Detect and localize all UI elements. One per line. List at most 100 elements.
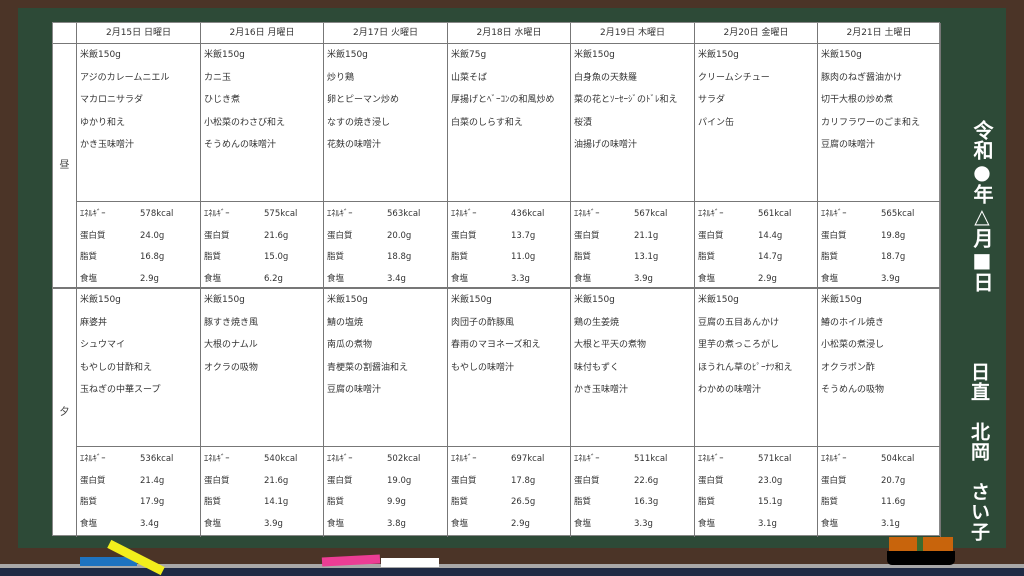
menu-item: 白菜のしらす和え xyxy=(451,117,523,128)
nutrient-value: 3.1g xyxy=(758,518,777,529)
menu-item: 桜漬 xyxy=(574,117,593,128)
date-text: 令和●年△月■日 xyxy=(970,120,994,292)
nutrient-label: 脂質 xyxy=(204,497,222,507)
nutrition-row: ｴﾈﾙｷﾞｰ 561kcal xyxy=(698,204,814,226)
nutrient-value: 16.3g xyxy=(634,497,659,507)
menu-item: かき玉味噌汁 xyxy=(574,385,629,395)
nutrition-row: 蛋白質 22.6g xyxy=(574,471,691,493)
nutrient-label: 蛋白質 xyxy=(821,230,847,241)
nutrient-label: ｴﾈﾙｷﾞｰ xyxy=(80,209,106,219)
nutrition-row: 脂質 16.3g xyxy=(574,492,691,514)
white-chalk xyxy=(381,558,439,567)
nutrient-label: 脂質 xyxy=(574,252,592,262)
nutrient-label: 脂質 xyxy=(327,497,345,507)
nutrient-value: 540kcal xyxy=(264,454,298,464)
lunch-nutrition-cell: ｴﾈﾙｷﾞｰ 561kcal 蛋白質 14.4g 脂質 14.7g 食塩 2.9g xyxy=(695,201,818,288)
dinner-menu-cell: 米飯150g 肉団子の酢豚風 春雨のマヨネーズ和え もやしの味噌汁 xyxy=(448,289,571,446)
nutrient-value: 19.8g xyxy=(881,230,906,241)
menu-item: サラダ xyxy=(698,95,726,105)
nutrition-row: ｴﾈﾙｷﾞｰ 540kcal xyxy=(204,449,320,471)
nutrient-value: 571kcal xyxy=(758,454,792,464)
menu-item: わかめの味噌汁 xyxy=(698,385,762,395)
dinner-menu-cell: 米飯150g 麻婆丼 シュウマイ もやしの甘酢和え 玉ねぎの中華スープ xyxy=(77,289,201,446)
menu-item: 南瓜の煮物 xyxy=(327,340,373,350)
menu-item: 里芋の煮っころがし xyxy=(698,340,780,350)
menu-item: 菜の花とｿｰｾｰｼﾞのﾄﾞﾚ和え xyxy=(574,95,678,105)
nutrition-row: 脂質 11.0g xyxy=(451,247,567,269)
nutrient-value: 561kcal xyxy=(758,209,792,219)
nutrition-row: 脂質 14.7g xyxy=(698,247,814,269)
menu-item: ひじき煮 xyxy=(204,95,241,105)
menu-item: 鯖の塩焼 xyxy=(327,317,364,328)
dinner-nutrition-cell: ｴﾈﾙｷﾞｰ 502kcal 蛋白質 19.0g 脂質 9.9g 食塩 3.8g xyxy=(324,446,448,537)
menu-item: 玉ねぎの中華スープ xyxy=(80,385,161,395)
dinner-nutrition-cell: ｴﾈﾙｷﾞｰ 511kcal 蛋白質 22.6g 脂質 16.3g 食塩 3.3g xyxy=(571,446,695,537)
nutrition-row: 脂質 11.6g xyxy=(821,492,937,514)
nutrition-row: 食塩 3.9g xyxy=(204,514,320,536)
nutrient-label: 脂質 xyxy=(821,497,839,507)
nutrient-value: 9.9g xyxy=(387,497,406,507)
nutrient-value: 2.9g xyxy=(140,273,159,284)
menu-item: 米飯150g xyxy=(204,50,245,60)
nutrient-label: 食塩 xyxy=(821,518,839,529)
nutrition-row: ｴﾈﾙｷﾞｰ 511kcal xyxy=(574,449,691,471)
nutrient-value: 3.4g xyxy=(140,518,159,529)
nutrition-row: 食塩 2.9g xyxy=(698,269,814,291)
nutrition-row: 蛋白質 13.7g xyxy=(451,226,567,248)
menu-item: 米飯150g xyxy=(698,295,739,305)
nutrition-row: 蛋白質 19.8g xyxy=(821,226,937,248)
nutrient-label: 蛋白質 xyxy=(574,475,600,486)
nutrient-label: 蛋白質 xyxy=(821,475,847,486)
nutrient-label: 食塩 xyxy=(204,518,222,529)
menu-item: 米飯150g xyxy=(821,50,862,60)
nutrient-label: 脂質 xyxy=(698,497,716,507)
nutrient-value: 14.1g xyxy=(264,497,289,507)
nutrient-label: 蛋白質 xyxy=(327,475,353,486)
nutrient-value: 11.6g xyxy=(881,497,906,507)
menu-item: カニ玉 xyxy=(204,72,232,83)
nutrient-label: 食塩 xyxy=(698,518,716,529)
menu-item: 青梗菜の割醤油和え xyxy=(327,362,409,373)
nutrition-row: 脂質 17.9g xyxy=(80,492,197,514)
nutrient-value: 18.7g xyxy=(881,252,906,262)
dinner-menu-cell: 米飯150g 豆腐の五目あんかけ 里芋の煮っころがし ほうれん草のﾋﾟｰﾅﾂ和え わかめ… xyxy=(695,289,818,446)
nutrient-label: 食塩 xyxy=(80,518,98,529)
lunch-menu-cell: 米飯150g 豚肉のねぎ醤油かけ 切干大根の炒め煮 カリフラワーのごま和え 豆腐の味噌汁 xyxy=(818,44,941,201)
nutrient-label: 食塩 xyxy=(451,518,469,529)
nutrition-row: 蛋白質 19.0g xyxy=(327,471,444,493)
menu-item: ほうれん草のﾋﾟｰﾅﾂ和え xyxy=(698,362,793,373)
nutrient-value: 15.1g xyxy=(758,497,783,507)
menu-item: ゆかり和え xyxy=(80,117,126,128)
nutrient-value: 20.0g xyxy=(387,230,412,241)
nutrient-label: 蛋白質 xyxy=(698,475,724,486)
nutrition-row: 蛋白質 20.0g xyxy=(327,226,444,248)
nutrient-value: 2.9g xyxy=(758,273,777,284)
nutrition-row: ｴﾈﾙｷﾞｰ 436kcal xyxy=(451,204,567,226)
dinner-nutrition-cell: ｴﾈﾙｷﾞｰ 540kcal 蛋白質 21.6g 脂質 14.1g 食塩 3.9g xyxy=(201,446,324,537)
nutrient-value: 21.1g xyxy=(634,230,659,241)
menu-item: オクラポン酢 xyxy=(821,362,875,373)
nutrition-row: 脂質 16.8g xyxy=(80,247,197,269)
nutrient-label: ｴﾈﾙｷﾞｰ xyxy=(327,454,353,464)
menu-item: 米飯150g xyxy=(451,295,492,305)
nutrient-label: 脂質 xyxy=(80,252,98,262)
nutrient-value: 511kcal xyxy=(634,454,668,464)
lunch-menu-cell: 米飯150g 炒り鶏 卵とピーマン炒め なすの焼き浸し 花麩の味噌汁 xyxy=(324,44,448,201)
nutrient-label: 蛋白質 xyxy=(698,230,724,241)
nutrient-value: 3.3g xyxy=(634,518,653,529)
menu-item: 山菜そば xyxy=(451,72,488,83)
menu-item: そうめんの味噌汁 xyxy=(204,140,277,150)
day-header: 2月20日 金曜日 xyxy=(695,23,818,44)
nutrition-row: ｴﾈﾙｷﾞｰ 502kcal xyxy=(327,449,444,471)
nutrition-row: 脂質 13.1g xyxy=(574,247,691,269)
lunch-nutrition-cell: ｴﾈﾙｷﾞｰ 567kcal 蛋白質 21.1g 脂質 13.1g 食塩 3.9g xyxy=(571,201,695,288)
nutrient-value: 436kcal xyxy=(511,209,545,219)
nutrient-value: 14.7g xyxy=(758,252,783,262)
dinner-nutrition-cell: ｴﾈﾙｷﾞｰ 536kcal 蛋白質 21.4g 脂質 17.9g 食塩 3.4g xyxy=(77,446,201,537)
day-header: 2月19日 木曜日 xyxy=(571,23,695,44)
nutrition-row: 蛋白質 14.4g xyxy=(698,226,814,248)
duty-text: 日直 北岡 さい子 xyxy=(968,362,990,542)
dinner-menu-cell: 米飯150g 鯖の塩焼 南瓜の煮物 青梗菜の割醤油和え 豆腐の味噌汁 xyxy=(324,289,448,446)
nutrient-value: 16.8g xyxy=(140,252,165,262)
lunch-menu-cell: 米飯150g アジのカレームニエル マカロニサラダ ゆかり和え かき玉味噌汁 xyxy=(77,44,201,201)
